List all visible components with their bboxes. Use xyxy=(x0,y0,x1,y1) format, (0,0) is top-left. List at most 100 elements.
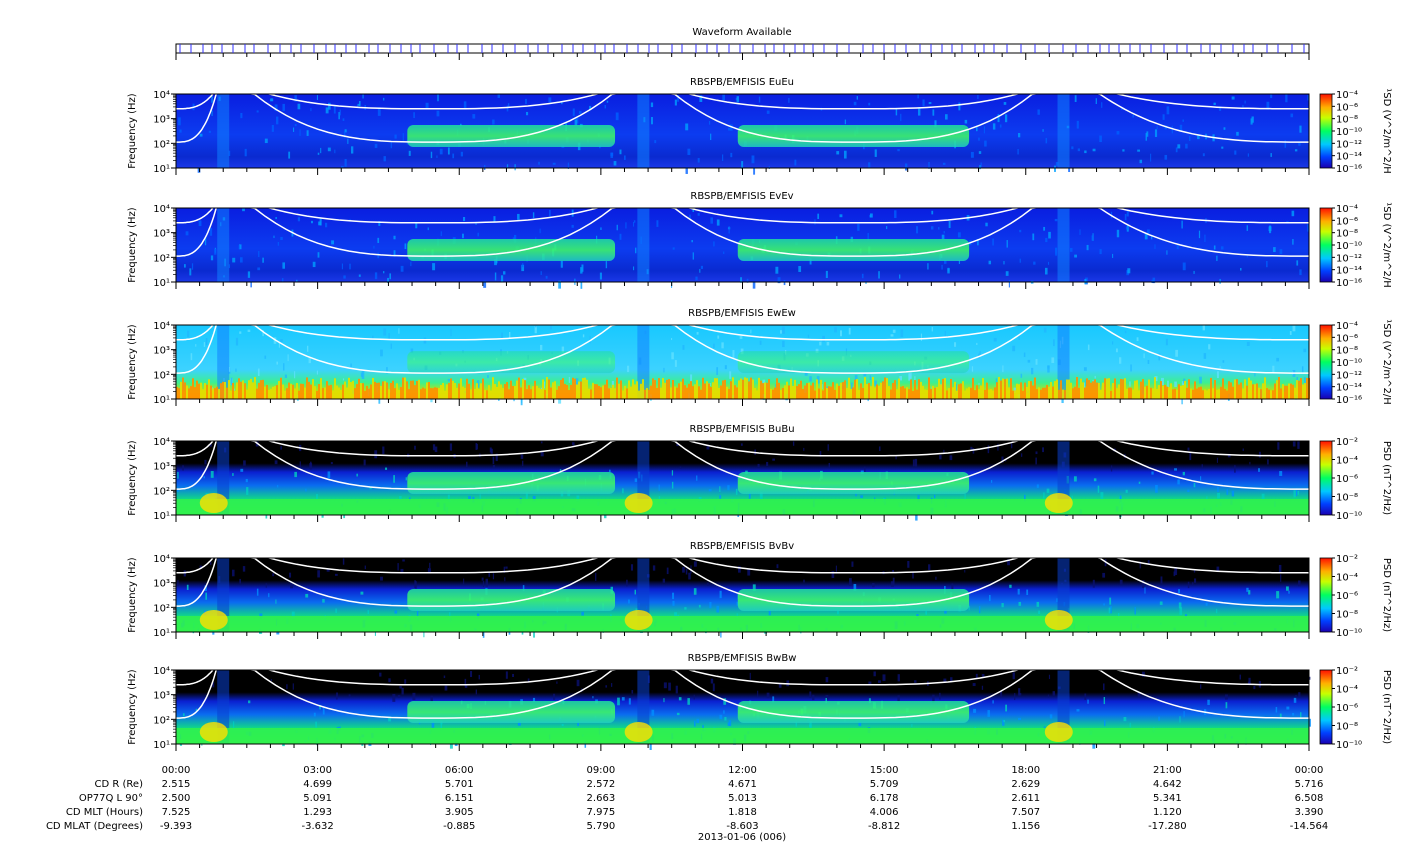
low-frequency-band xyxy=(1080,378,1082,399)
colorbar xyxy=(1319,557,1333,633)
low-frequency-band xyxy=(930,388,932,399)
low-frequency-band xyxy=(496,386,498,399)
spectrogram-speckle xyxy=(954,342,957,347)
y-tick-label: 10¹ xyxy=(153,395,170,406)
low-frequency-band xyxy=(582,378,584,399)
low-frequency-band xyxy=(1026,387,1028,399)
spectrogram-speckle xyxy=(676,443,679,447)
spectrogram-speckle xyxy=(822,335,825,342)
spectrogram-speckle xyxy=(183,264,186,268)
spectrogram-speckle xyxy=(1246,254,1248,258)
spectrogram-speckle xyxy=(1000,691,1003,698)
low-frequency-band xyxy=(1174,388,1176,399)
low-frequency-band xyxy=(750,377,752,399)
spectrogram-speckle xyxy=(978,382,980,385)
spectrogram-speckle xyxy=(392,694,396,702)
spectrogram-speckle xyxy=(1042,129,1044,132)
spectrogram-speckle xyxy=(177,471,179,479)
low-frequency-band xyxy=(472,379,474,399)
low-frequency-band xyxy=(956,390,958,399)
spectrogram-speckle xyxy=(1054,218,1058,222)
spectrogram-speckle xyxy=(239,331,242,334)
low-frequency-band xyxy=(1176,389,1178,399)
spectrogram-speckle xyxy=(1280,574,1282,582)
spectrogram-speckle xyxy=(606,100,609,103)
low-frequency-band xyxy=(512,385,514,399)
low-frequency-band xyxy=(1146,385,1148,399)
colorbar-label: ¹SD (V^2/m^2/H xyxy=(1381,319,1392,404)
low-frequency-band xyxy=(828,386,830,399)
spectrogram-speckle xyxy=(1296,488,1298,497)
spectrogram-speckle xyxy=(1043,226,1046,231)
low-frequency-band xyxy=(552,382,554,399)
low-frequency-band xyxy=(338,387,340,399)
spectrogram-speckle xyxy=(1177,479,1180,485)
low-frequency-band xyxy=(1096,382,1098,399)
low-frequency-band xyxy=(580,381,582,399)
spectrogram-speckle xyxy=(292,127,295,132)
spectrogram-speckle xyxy=(475,443,478,450)
spectrogram-speckle xyxy=(199,565,203,569)
spectrogram-speckle xyxy=(997,443,999,451)
spectrogram-speckle xyxy=(1024,494,1026,502)
low-frequency-band xyxy=(1296,380,1298,399)
low-frequency-band xyxy=(254,377,256,399)
low-frequency-band xyxy=(884,377,886,399)
colorbar-tick-label: 10⁻⁸ xyxy=(1336,493,1358,504)
spectrogram-speckle xyxy=(1045,137,1048,144)
spectrogram-speckle xyxy=(844,119,846,125)
spectrogram-speckle xyxy=(203,342,206,347)
low-frequency-band xyxy=(986,382,988,399)
low-frequency-band xyxy=(442,382,444,399)
ephemeris-value: 5.709 xyxy=(870,779,899,790)
low-frequency-band xyxy=(664,382,666,399)
low-frequency-band xyxy=(900,386,902,399)
colorbar-tick-label: 10⁻⁶ xyxy=(1336,591,1358,602)
spectrogram-speckle xyxy=(347,138,349,144)
panel-title: RBSPB/EMFISIS BwBw xyxy=(688,653,797,664)
spectrogram-speckle xyxy=(666,567,669,575)
spectrogram-speckle xyxy=(1146,131,1149,137)
spectrogram-speckle xyxy=(1032,233,1035,241)
spectrogram-speckle xyxy=(274,104,278,111)
low-frequency-band xyxy=(416,381,418,399)
low-frequency-band xyxy=(316,390,318,399)
spectrogram-speckle xyxy=(692,252,694,260)
spectrogram-speckle xyxy=(462,233,464,239)
spectrogram-speckle xyxy=(1292,238,1294,245)
spectrogram-speckle xyxy=(757,690,759,698)
low-frequency-band xyxy=(670,387,672,399)
low-frequency-band xyxy=(990,389,992,399)
spectrogram-speckle xyxy=(1194,578,1197,583)
low-frequency-band xyxy=(1024,382,1026,399)
spectrogram-speckle xyxy=(487,375,489,379)
spectrogram-speckle xyxy=(372,335,374,340)
low-frequency-band xyxy=(262,379,264,399)
spectrogram-speckle xyxy=(978,606,981,614)
low-frequency-band xyxy=(1222,378,1224,399)
low-frequency-band xyxy=(1126,388,1128,399)
low-frequency-band xyxy=(1286,385,1288,399)
spectrogram-speckle xyxy=(177,579,179,587)
spectrogram-speckle xyxy=(1175,147,1178,153)
low-frequency-band xyxy=(260,380,262,399)
spectrogram-speckle xyxy=(333,106,336,114)
spectrogram-speckle xyxy=(968,605,970,611)
low-frequency-band xyxy=(408,389,410,399)
spectrogram-speckle xyxy=(393,235,396,240)
spectrogram-speckle xyxy=(387,277,389,283)
chorus-emission-band xyxy=(407,125,616,147)
spectrogram-speckle xyxy=(1001,456,1004,463)
colorbar-tick-label: 10⁻⁶ xyxy=(1336,102,1358,113)
low-frequency-band xyxy=(1290,383,1292,399)
low-frequency-band xyxy=(342,384,344,399)
spectrogram-speckle xyxy=(204,459,207,465)
spectrogram-speckle xyxy=(567,162,569,169)
ephemeris-value: -14.564 xyxy=(1290,821,1329,832)
spectrogram-speckle xyxy=(694,720,696,727)
spectrogram-speckle xyxy=(719,486,721,493)
spectrogram-speckle xyxy=(722,154,724,162)
spectrogram-speckle xyxy=(326,569,330,572)
low-frequency-band xyxy=(256,388,258,399)
low-frequency-band xyxy=(1268,389,1270,399)
